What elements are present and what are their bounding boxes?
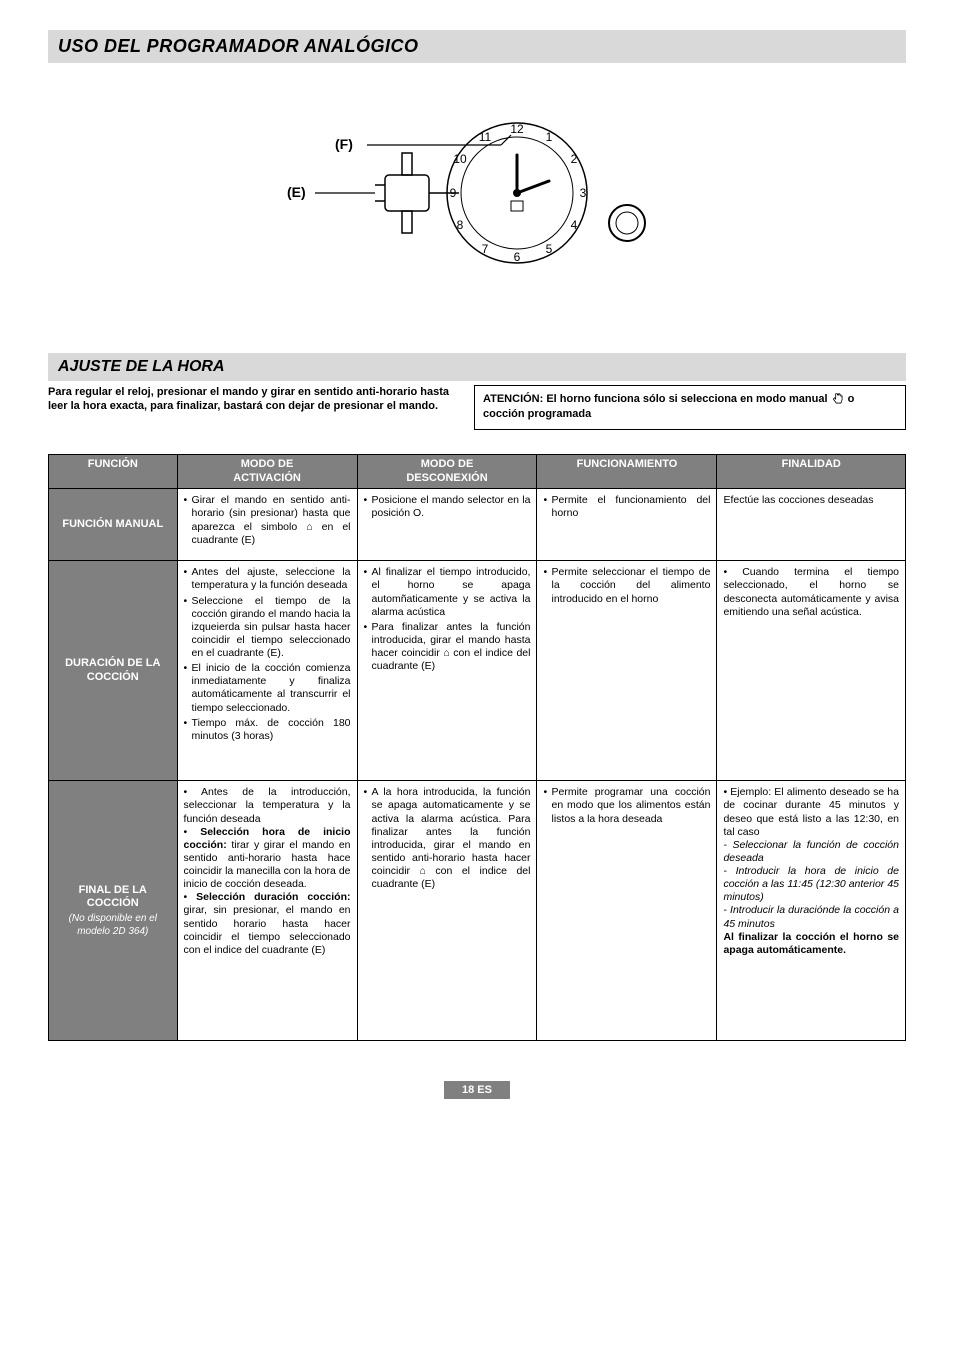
cell-funcionamiento: Permite programar una cocción en modo qu…	[537, 781, 717, 1041]
clock-num-3: 3	[580, 186, 587, 200]
cell-activacion: Girar el mando en sentido anti-horario (…	[177, 489, 357, 561]
th-activacion: MODO DE ACTIVACIÓN	[177, 454, 357, 489]
cell-desconexion: Posicione el mando selector en la posici…	[357, 489, 537, 561]
cell-desconexion: A la hora introducida, la función se apa…	[357, 781, 537, 1041]
cell-finalidad: Efectúe las cocciones deseadas	[717, 489, 906, 561]
table-row: DURACIÓN DE LA COCCIÓNAntes del ajuste, …	[49, 561, 906, 781]
hand-icon	[831, 392, 845, 406]
clock-num-9: 9	[450, 186, 457, 200]
clock-num-4: 4	[571, 218, 578, 232]
clock-svg: 12 1 2 3 4 5 6 7 8 9 10 11	[267, 93, 687, 293]
cell-activacion: • Antes de la introducción, seleccionar …	[177, 781, 357, 1041]
page-title: USO DEL PROGRAMADOR ANALÓGICO	[48, 30, 906, 63]
cell-desconexion: Al finalizar el tiempo introducido, el h…	[357, 561, 537, 781]
clock-num-5: 5	[546, 242, 553, 256]
cell-funcionamiento: Permite seleccionar el tiempo de la cocc…	[537, 561, 717, 781]
th-funcionamiento: FUNCIONAMIENTO	[537, 454, 717, 489]
th-desconexion: MODO DE DESCONEXIÓN	[357, 454, 537, 489]
clock-num-10: 10	[453, 152, 467, 166]
intro-right-box: ATENCIÓN: El horno funciona sólo si sele…	[474, 385, 906, 430]
table-header-row: FUNCIÓN MODO DE ACTIVACIÓN MODO DE DESCO…	[49, 454, 906, 489]
row-label: DURACIÓN DE LA COCCIÓN	[49, 561, 178, 781]
intro-right-text-a: ATENCIÓN: El horno funciona sólo si sele…	[483, 393, 831, 405]
th-funcion: FUNCIÓN	[49, 454, 178, 489]
functions-table: FUNCIÓN MODO DE ACTIVACIÓN MODO DE DESCO…	[48, 454, 906, 1042]
diagram-label-f: (F)	[335, 136, 353, 152]
intro-row: Para regular el reloj, presionar el mand…	[48, 385, 906, 430]
th-finalidad: FINALIDAD	[717, 454, 906, 489]
clock-diagram: 12 1 2 3 4 5 6 7 8 9 10 11	[48, 93, 906, 293]
clock-num-1: 1	[546, 130, 553, 144]
intro-left-text: Para regular el reloj, presionar el mand…	[48, 385, 462, 414]
row-label: FINAL DE LA COCCIÓN(No disponible en el …	[49, 781, 178, 1041]
cell-finalidad: • Ejemplo: El alimento deseado se ha de …	[717, 781, 906, 1041]
section-title: AJUSTE DE LA HORA	[48, 353, 906, 381]
clock-num-12: 12	[510, 122, 524, 136]
table-row: FINAL DE LA COCCIÓN(No disponible en el …	[49, 781, 906, 1041]
cell-finalidad: • Cuando termina el tiempo seleccionado,…	[717, 561, 906, 781]
cell-activacion: Antes del ajuste, selec­cione la tempera…	[177, 561, 357, 781]
row-label: FUNCIÓN MANUAL	[49, 489, 178, 561]
clock-num-11: 11	[479, 130, 492, 144]
clock-num-2: 2	[571, 152, 578, 166]
page-number-badge: 18 ES	[444, 1081, 510, 1099]
clock-num-8: 8	[457, 218, 464, 232]
clock-num-7: 7	[482, 242, 489, 256]
clock-num-6: 6	[514, 250, 521, 264]
diagram-label-e: (E)	[287, 184, 306, 200]
table-row: FUNCIÓN MANUALGirar el mando en sentido …	[49, 489, 906, 561]
cell-funcionamiento: Permite el funcionamiento del horno	[537, 489, 717, 561]
page-footer: 18 ES	[48, 1081, 906, 1099]
